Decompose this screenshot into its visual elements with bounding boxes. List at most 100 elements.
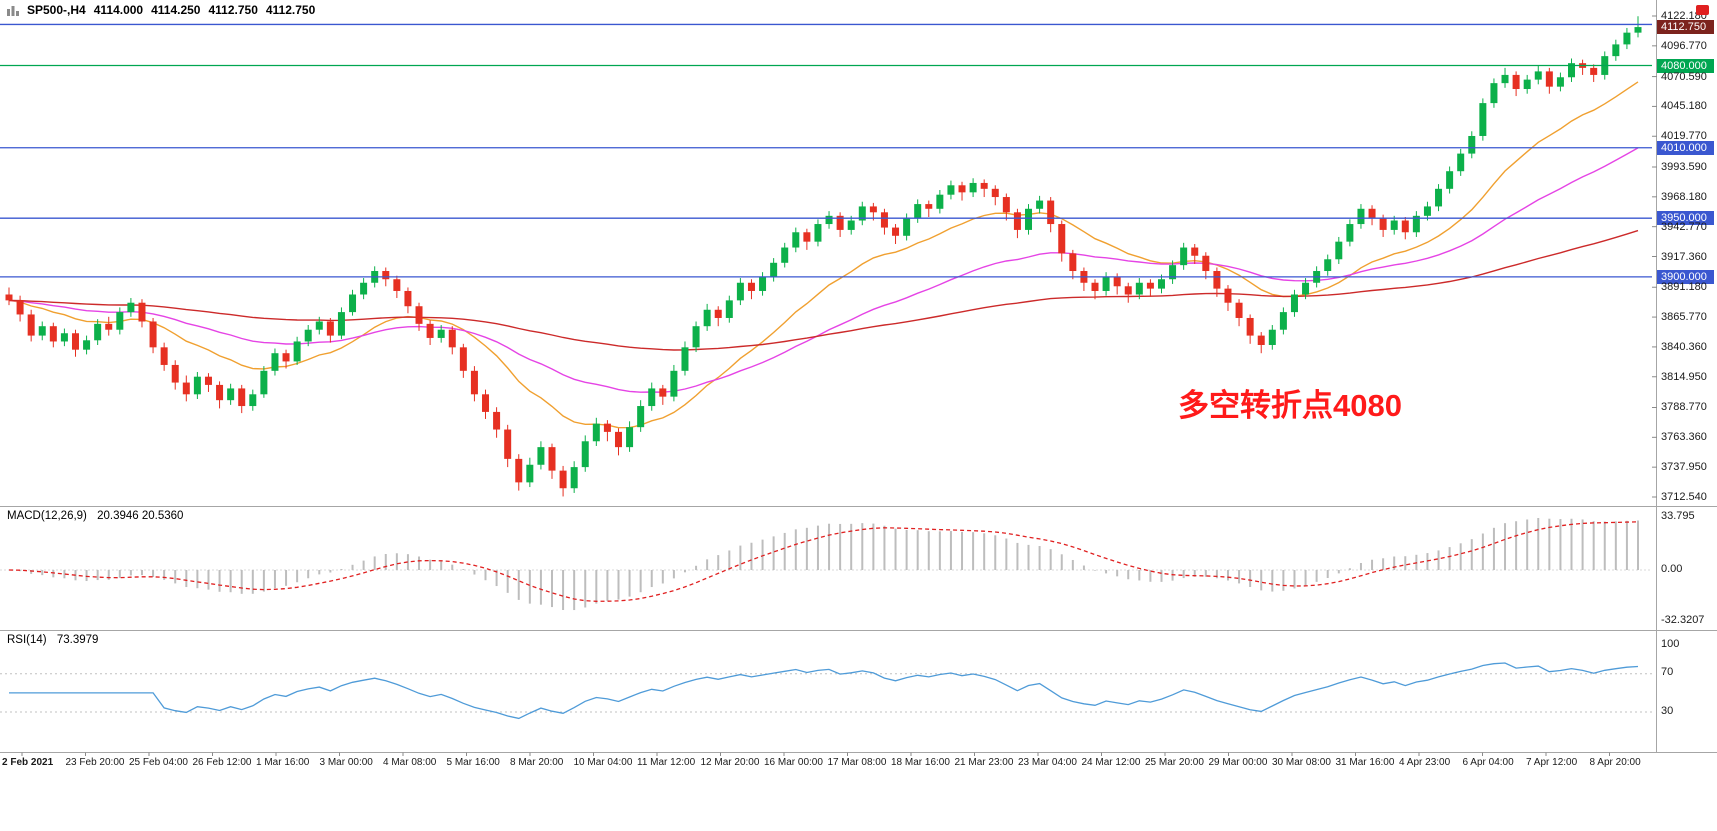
candle-body	[382, 271, 390, 280]
candle-body	[515, 458, 523, 483]
candle-body	[282, 353, 290, 362]
time-label: 1 Mar 16:00	[256, 757, 310, 768]
candle-body	[127, 302, 135, 313]
candle-body	[182, 382, 190, 395]
candle-body	[105, 323, 113, 330]
candle-body	[1257, 335, 1265, 345]
ma-line-16	[8, 81, 1639, 429]
macd-axis-label: 33.795	[1661, 510, 1695, 522]
candle-body	[1036, 200, 1044, 209]
candle-body	[681, 347, 689, 371]
candle-body	[227, 388, 235, 401]
macd-signal-line	[8, 521, 1639, 602]
time-label: 30 Mar 08:00	[1272, 757, 1331, 768]
price-scale-label: 4122.180	[1661, 10, 1707, 22]
candle-body	[1623, 32, 1631, 45]
price-scale[interactable]: 4080.000 4010.000 3950.000 3900.000 4112.750…	[1657, 0, 1717, 831]
candle-body	[858, 206, 866, 221]
candle-body	[1512, 74, 1520, 90]
price-scale-label: 3788.770	[1661, 401, 1707, 414]
candles-layer	[5, 16, 1642, 497]
candle-body	[1412, 215, 1420, 233]
time-label: 25 Feb 04:00	[129, 757, 188, 768]
candle-body	[747, 282, 755, 291]
time-label: 8 Mar 20:00	[510, 757, 564, 768]
candle-body	[614, 431, 622, 448]
candle-body	[847, 220, 855, 230]
ma-line-120	[8, 229, 1639, 351]
candle-body	[149, 321, 157, 348]
rsi-header: RSI(14) 73.3979	[7, 634, 98, 646]
candle-body	[1523, 79, 1531, 90]
time-scale[interactable]: 2 Feb 2021 23 Feb 20:00 25 Feb 04:00 26 Feb…	[0, 757, 1657, 775]
price-scale-label: 3993.590	[1661, 160, 1707, 173]
candle-body	[216, 384, 224, 401]
candle-body	[326, 321, 334, 336]
candle-body	[49, 326, 57, 342]
candle-body	[903, 218, 911, 236]
candle-body	[1290, 294, 1298, 313]
price-scale-label: 4096.770	[1661, 39, 1707, 52]
candle-body	[60, 333, 68, 342]
rsi-axis-label: 100	[1661, 638, 1680, 650]
candle-body	[1401, 220, 1409, 233]
price-scale-label: 3737.950	[1661, 461, 1707, 474]
candle-body	[781, 247, 789, 263]
time-label: 7 Apr 12:00	[1526, 757, 1578, 768]
price-scale-label: 3814.950	[1661, 370, 1707, 383]
candle-body	[204, 376, 212, 385]
candle-body	[537, 447, 545, 465]
candle-body	[725, 300, 733, 318]
price-scale-label: 3865.770	[1661, 311, 1707, 324]
candle-body	[925, 204, 933, 209]
candle-body	[1224, 288, 1232, 303]
time-label: 6 Apr 04:00	[1462, 757, 1514, 768]
candle-body	[1013, 212, 1021, 230]
candle-body	[1191, 247, 1199, 256]
price-level-tag: 3900.000	[1657, 269, 1714, 284]
candle-body	[1446, 171, 1454, 189]
price-level-tag: 3950.000	[1657, 211, 1714, 226]
candle-body	[38, 326, 46, 336]
rsi-axis-label: 30	[1661, 705, 1674, 717]
candle-body	[116, 312, 124, 330]
candle-body	[1113, 276, 1121, 287]
candle-body	[404, 290, 412, 307]
annotation-text[interactable]: 多空转折点4080	[1178, 388, 1402, 423]
candle-body	[1025, 208, 1033, 230]
candle-body	[1047, 200, 1055, 225]
candle-body	[1180, 247, 1188, 266]
candle-body	[448, 329, 456, 348]
ohlc-close-value: 4112.750	[265, 3, 316, 17]
time-label: 4 Mar 08:00	[383, 757, 437, 768]
time-label: 16 Mar 00:00	[764, 757, 823, 768]
candle-body	[770, 262, 778, 277]
candle-body	[94, 323, 102, 341]
candle-body	[482, 394, 490, 412]
candle-body	[626, 427, 634, 448]
rsi-line	[9, 662, 1639, 720]
candle-body	[1534, 71, 1542, 80]
candle-body	[415, 306, 423, 324]
candle-body	[260, 370, 268, 395]
candle-body	[1246, 317, 1254, 336]
time-label: 17 Mar 08:00	[827, 757, 887, 768]
candle-body	[892, 227, 900, 236]
candle-body	[914, 204, 922, 219]
candle-body	[238, 388, 246, 407]
candle-body	[1091, 282, 1099, 291]
time-label: 11 Mar 12:00	[637, 757, 696, 768]
candle-body	[936, 194, 944, 209]
candle-body	[193, 376, 201, 395]
candle-body	[493, 411, 501, 430]
candle-body	[825, 215, 833, 225]
candle-body	[1490, 83, 1498, 104]
time-label: 18 Mar 16:00	[891, 757, 950, 768]
candle-body	[304, 329, 312, 342]
time-label: 3 Mar 00:00	[319, 757, 373, 768]
candle-body	[1368, 208, 1376, 219]
candle-body	[27, 314, 35, 336]
time-label: 10 Mar 04:00	[573, 757, 633, 768]
